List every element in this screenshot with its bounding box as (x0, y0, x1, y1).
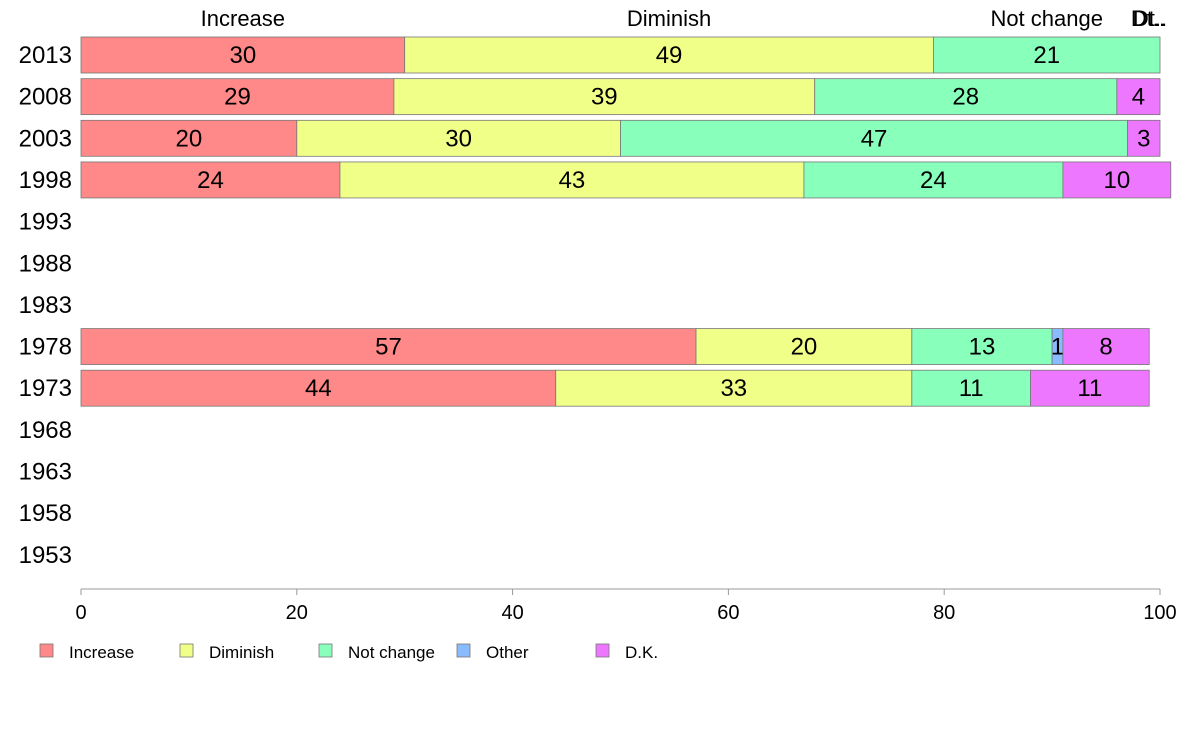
y-axis-labels: 2013 2008 2003 1998 1993 1988 1983 1978 1973 1968… (19, 42, 72, 569)
bars: 30 49 21 29 39 28 4 20 30 47 3 24 43 24 10 57 20 13 1 8 44 33… (80, 36, 1172, 407)
bar-segment (933, 36, 1161, 74)
bar-segment (1062, 328, 1150, 365)
data-label: 47 (861, 125, 888, 152)
data-label: 24 (920, 167, 947, 194)
bar-segment (814, 78, 1118, 116)
data-label: 28 (952, 84, 979, 111)
top-label: Diminish (627, 6, 711, 31)
y-tick-label: 1983 (19, 292, 72, 319)
top-label: Not change (990, 6, 1103, 31)
bar-segment (80, 161, 341, 199)
top-labels: Increase Diminish Not change Dt..Dt.. (201, 6, 1167, 31)
y-tick-label: 2003 (19, 125, 72, 152)
data-label: 33 (720, 375, 747, 402)
bar-segment (1127, 119, 1161, 157)
data-label: 24 (197, 167, 224, 194)
y-tick-label: 1988 (19, 250, 72, 277)
x-axis: 0 20 40 60 80 100 (75, 588, 1177, 624)
legend-swatch (456, 643, 471, 658)
legend-swatch (318, 643, 333, 658)
data-label: 1 (1051, 334, 1064, 361)
y-tick-label: 1958 (19, 500, 72, 527)
y-tick-label: 2008 (19, 84, 72, 111)
data-label: 11 (959, 375, 984, 402)
bar-segment (339, 161, 805, 199)
data-label: 20 (176, 125, 203, 152)
legend-swatch (39, 643, 54, 658)
legend-label: Other (486, 643, 529, 662)
y-tick-label: 2013 (19, 42, 72, 69)
data-label: 4 (1132, 84, 1145, 111)
bar-segment (80, 328, 697, 365)
data-label: 39 (591, 84, 618, 111)
top-label: Dt.. (1131, 6, 1165, 31)
bar-segment (296, 119, 621, 157)
legend: Increase Diminish Not change Other D.K. (39, 643, 658, 662)
data-label: 20 (791, 334, 818, 361)
bar-segment (695, 328, 913, 365)
bar-segment (404, 36, 934, 74)
data-label: 8 (1099, 334, 1112, 361)
y-tick-label: 1968 (19, 417, 72, 444)
bar-segment (911, 328, 1053, 365)
data-label: 29 (224, 84, 251, 111)
legend-swatch (179, 643, 194, 658)
top-label: Increase (201, 6, 285, 31)
y-tick-label: 1998 (19, 167, 72, 194)
data-label: 10 (1103, 167, 1130, 194)
top-label: Dt.. (1133, 6, 1167, 31)
x-tick-label: 0 (75, 602, 86, 624)
data-label: 13 (969, 334, 996, 361)
y-tick-label: 1978 (19, 334, 72, 361)
x-tick-label: 80 (933, 602, 955, 624)
bar-segment (803, 161, 1064, 199)
bar-segment (80, 119, 298, 157)
data-label: 3 (1137, 125, 1150, 152)
data-label: 21 (1033, 42, 1060, 69)
legend-swatch (595, 643, 610, 658)
data-label: 57 (375, 334, 402, 361)
legend-label: Not change (348, 643, 435, 662)
legend-label: D.K. (625, 643, 658, 662)
bar-segment (1116, 78, 1161, 116)
y-tick-label: 1963 (19, 459, 72, 486)
data-label: 30 (229, 42, 256, 69)
x-tick-label: 20 (286, 602, 308, 624)
y-tick-label: 1973 (19, 375, 72, 402)
bar-segment (80, 36, 406, 74)
bar-segment (393, 78, 816, 116)
data-label: 49 (656, 42, 683, 69)
bar-segment (911, 369, 1031, 407)
legend-label: Increase (69, 643, 134, 662)
bar-segment (1030, 369, 1150, 407)
y-tick-label: 1993 (19, 209, 72, 236)
x-tick-label: 40 (501, 602, 523, 624)
x-tick-label: 100 (1143, 602, 1176, 624)
x-tick-label: 60 (717, 602, 739, 624)
y-tick-label: 1953 (19, 542, 72, 569)
data-label: 11 (1077, 375, 1102, 402)
bar-segment (80, 78, 395, 116)
bar-segment (80, 369, 557, 407)
data-label: 30 (445, 125, 472, 152)
legend-label: Diminish (209, 643, 274, 662)
data-label: 44 (305, 375, 332, 402)
bar-segment (1062, 161, 1172, 199)
data-label: 43 (559, 167, 586, 194)
bar-segment (620, 119, 1129, 157)
